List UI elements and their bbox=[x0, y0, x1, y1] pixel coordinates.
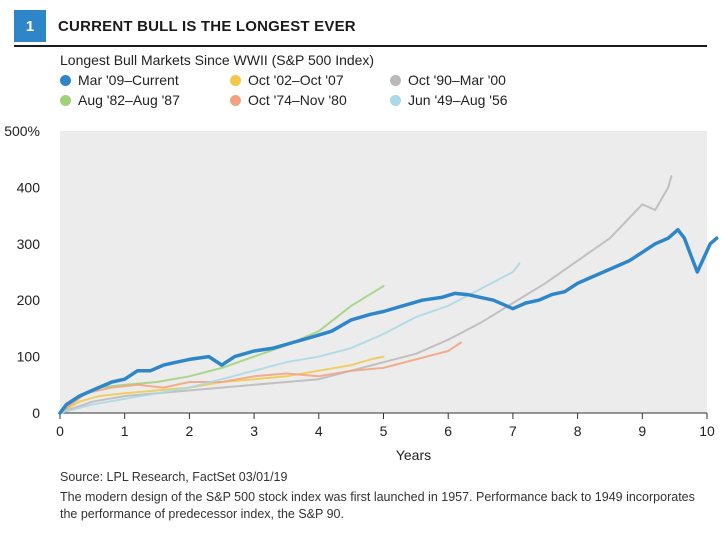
line-chart: 0 100 200 300 400 500% 0 1 2 3 4 5 6 7 8 9 10 Years bbox=[4, 123, 719, 463]
series-line bbox=[59, 341, 463, 414]
series-line bbox=[59, 262, 521, 414]
series-line bbox=[58, 227, 719, 415]
legend-swatch bbox=[390, 94, 401, 106]
x-tick-label: 0 bbox=[56, 423, 64, 439]
legend-item: Oct '02–Oct '07 bbox=[230, 72, 344, 88]
y-tick-label: 0 bbox=[32, 405, 40, 421]
x-tick-label: 8 bbox=[574, 423, 582, 439]
figure-number-badge: 1 bbox=[14, 10, 46, 42]
legend-label: Jun '49–Aug '56 bbox=[408, 92, 508, 108]
y-tick-label: 200 bbox=[17, 292, 41, 308]
x-tick-label: 6 bbox=[444, 423, 452, 439]
legend-label: Oct '90–Mar '00 bbox=[408, 72, 506, 88]
legend-swatch bbox=[60, 94, 71, 106]
x-tick-label: 3 bbox=[250, 423, 258, 439]
legend-item: Aug '82–Aug '87 bbox=[60, 92, 180, 108]
x-tick-label: 4 bbox=[315, 423, 323, 439]
legend-label: Mar '09–Current bbox=[78, 72, 179, 88]
series-line bbox=[59, 175, 673, 414]
source-note: Source: LPL Research, FactSet 03/01/19 bbox=[60, 470, 288, 484]
x-axis-label: Years bbox=[396, 447, 431, 463]
legend-item: Mar '09–Current bbox=[60, 72, 179, 88]
y-tick-label: 400 bbox=[17, 179, 41, 195]
legend-swatch bbox=[390, 74, 401, 86]
y-tick-label: 300 bbox=[17, 236, 41, 252]
figure-title: CURRENT BULL IS THE LONGEST EVER bbox=[58, 17, 356, 35]
header-divider bbox=[14, 45, 707, 47]
y-tick-label: 500% bbox=[4, 123, 40, 139]
x-tick-label: 9 bbox=[638, 423, 646, 439]
footnote: The modern design of the S&P 500 stock i… bbox=[60, 490, 695, 521]
x-tick-label: 1 bbox=[121, 423, 129, 439]
legend-label: Oct '74–Nov '80 bbox=[248, 92, 347, 108]
legend-item: Jun '49–Aug '56 bbox=[390, 92, 508, 108]
legend-swatch bbox=[230, 74, 241, 86]
figure-header: 1 CURRENT BULL IS THE LONGEST EVER bbox=[14, 10, 356, 42]
legend-swatch bbox=[230, 94, 241, 106]
x-tick-label: 7 bbox=[509, 423, 517, 439]
legend-swatch bbox=[60, 74, 71, 86]
x-tick-label: 10 bbox=[699, 423, 715, 439]
x-tick-label: 2 bbox=[186, 423, 194, 439]
legend-label: Aug '82–Aug '87 bbox=[78, 92, 180, 108]
legend-item: Oct '90–Mar '00 bbox=[390, 72, 506, 88]
legend-item: Oct '74–Nov '80 bbox=[230, 92, 347, 108]
x-tick-label: 5 bbox=[380, 423, 388, 439]
y-tick-label: 100 bbox=[17, 349, 41, 365]
chart-title: Longest Bull Markets Since WWII (S&P 500… bbox=[60, 52, 375, 68]
plot-area bbox=[60, 131, 707, 413]
legend-label: Oct '02–Oct '07 bbox=[248, 72, 344, 88]
